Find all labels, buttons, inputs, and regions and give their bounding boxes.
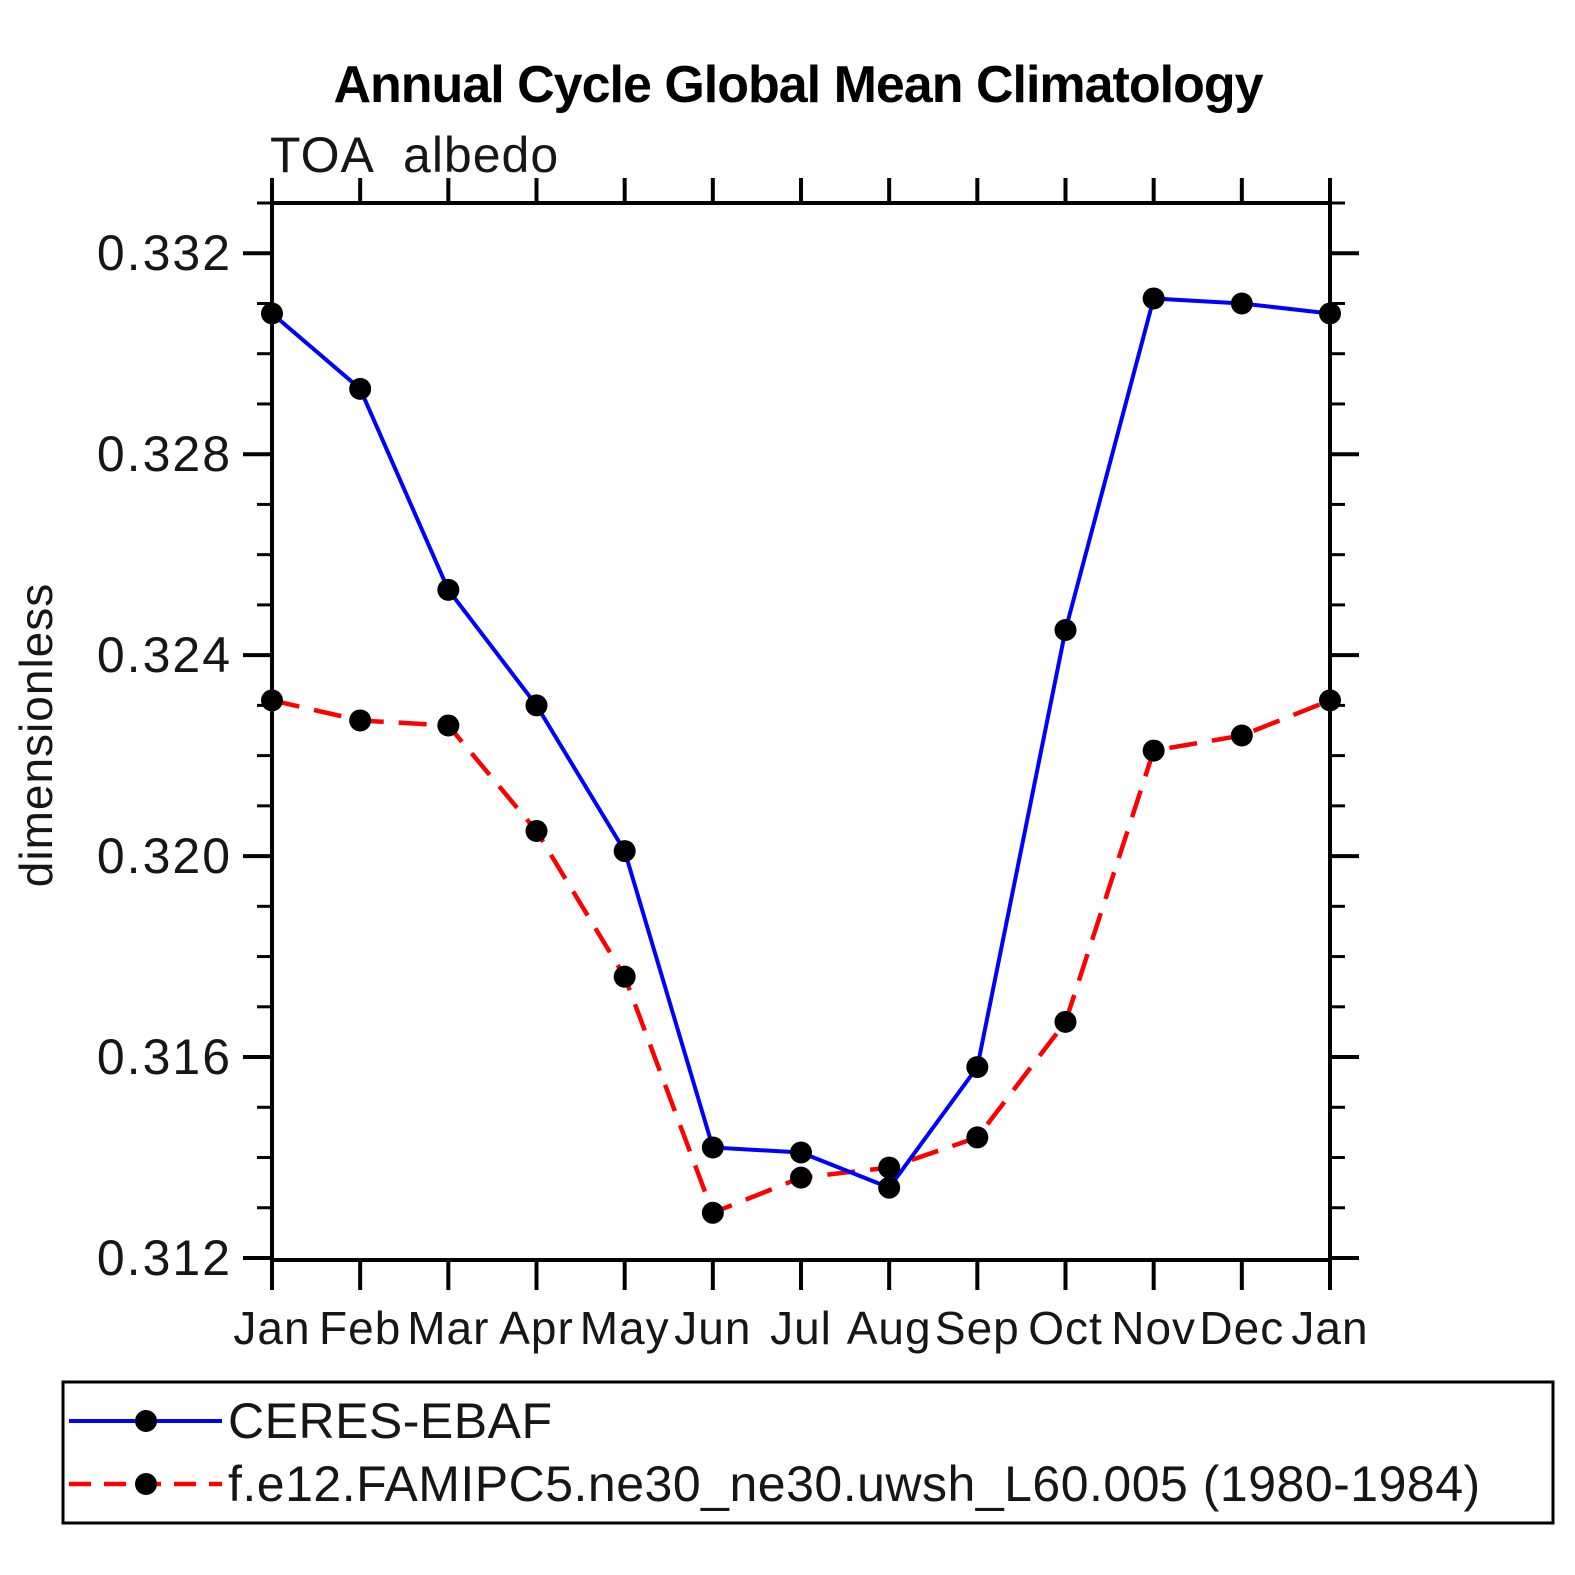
x-tick-label: Aug — [847, 1302, 932, 1354]
data-point-marker — [1319, 302, 1341, 325]
data-point-marker — [790, 1166, 812, 1189]
data-point-marker — [966, 1056, 989, 1079]
data-point-marker — [525, 819, 548, 842]
y-tick-label: 0.332 — [97, 225, 232, 281]
data-point-marker — [261, 689, 283, 712]
x-tick-label: Apr — [499, 1302, 574, 1354]
x-tick-label: Dec — [1199, 1302, 1284, 1354]
x-tick-label: Mar — [407, 1302, 489, 1354]
plot-frame — [270, 201, 1332, 1262]
data-point-marker — [1319, 689, 1341, 712]
data-point-marker — [1054, 1010, 1077, 1033]
data-point-marker — [878, 1156, 901, 1179]
y-tick-label: 0.320 — [97, 828, 232, 884]
x-tick-label: Oct — [1028, 1302, 1103, 1354]
series-line-obs — [270, 296, 1331, 1191]
x-tick-label: Sep — [935, 1302, 1020, 1354]
chart-subtitle: TOA albedo — [270, 127, 559, 183]
data-point-marker — [1142, 739, 1165, 762]
data-point-marker — [878, 1176, 901, 1199]
data-point-marker — [1230, 724, 1253, 747]
y-tick-label: 0.328 — [97, 426, 232, 482]
legend-box — [61, 1380, 1555, 1525]
legend-label-model: f.e12.FAMIPC5.ne30_ne30.uwsh_L60.005 (19… — [228, 1456, 1481, 1512]
data-point-marker — [613, 965, 636, 988]
legend-samples — [69, 1410, 222, 1495]
y-tick-label: 0.316 — [97, 1029, 232, 1085]
x-tick-label: Jan — [1291, 1302, 1368, 1354]
data-point-marker — [261, 302, 283, 325]
data-point-marker — [790, 1141, 812, 1164]
series-line-model — [271, 698, 1331, 1216]
data-point-marker — [701, 1136, 724, 1159]
y-tick-label: 0.312 — [97, 1230, 232, 1286]
data-point-marker — [613, 840, 636, 863]
x-tick-label: Feb — [319, 1302, 401, 1354]
y-axis-label: dimensionless — [10, 583, 62, 887]
x-tick-label: May — [580, 1302, 670, 1354]
x-tick-label: Nov — [1111, 1302, 1196, 1354]
data-point-marker — [1142, 287, 1165, 310]
data-point-marker — [1230, 292, 1253, 315]
legend-marker-sample — [135, 1410, 157, 1432]
x-tick-label: Jul — [770, 1302, 832, 1354]
data-point-marker — [437, 714, 460, 737]
legend-label-ceres-ebaf: CERES-EBAF — [228, 1393, 553, 1449]
data-point-marker — [349, 377, 372, 400]
data-series — [261, 287, 1341, 1224]
x-tick-label: Jan — [233, 1302, 310, 1354]
data-point-marker — [1054, 619, 1077, 642]
y-tick-label: 0.324 — [97, 627, 232, 683]
data-point-marker — [349, 709, 372, 732]
data-point-marker — [437, 578, 460, 601]
data-point-marker — [701, 1201, 724, 1224]
data-point-marker — [966, 1126, 989, 1149]
x-tick-label: Jun — [674, 1302, 751, 1354]
data-point-marker — [525, 694, 548, 717]
page-title: Annual Cycle Global Mean Climatology — [333, 56, 1263, 114]
legend-marker-sample — [135, 1473, 157, 1495]
